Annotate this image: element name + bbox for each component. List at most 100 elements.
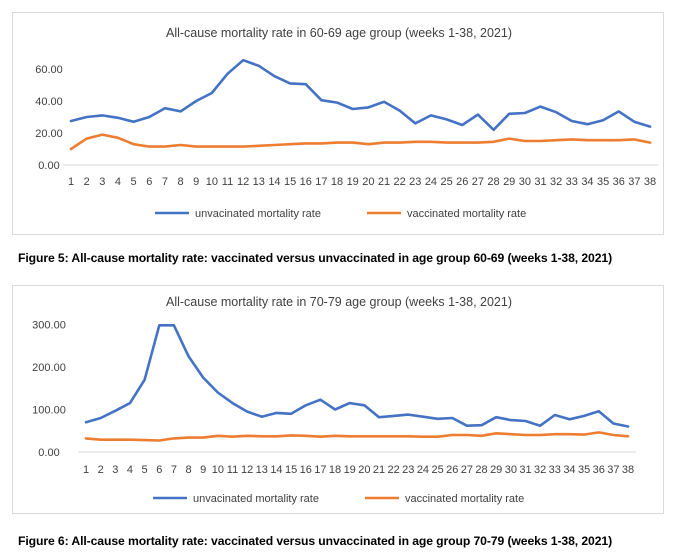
c1-x-tick-label: 14 bbox=[268, 176, 280, 188]
c1-title: All-cause mortality rate in 60-69 age gr… bbox=[166, 26, 512, 40]
c2-x-tick-label: 5 bbox=[142, 464, 148, 476]
c1-x-tick-label: 9 bbox=[193, 176, 199, 188]
c2-x-tick-label: 19 bbox=[344, 464, 356, 476]
c2-x-tick-label: 2 bbox=[98, 464, 104, 476]
c1-x-tick-label: 31 bbox=[534, 176, 546, 188]
c1-x-tick-label: 26 bbox=[456, 176, 468, 188]
c1-x-tick-label: 12 bbox=[237, 176, 249, 188]
c2-x-tick-label: 37 bbox=[607, 464, 619, 476]
c2-x-tick-label: 14 bbox=[270, 464, 282, 476]
c2-title: All-cause mortality rate in 70-79 age gr… bbox=[166, 295, 512, 309]
c1-x-tick-label: 11 bbox=[222, 176, 233, 188]
c2-x-tick-label: 21 bbox=[373, 464, 385, 476]
c2-x-tick-label: 9 bbox=[200, 464, 206, 476]
c2-y-tick-label: 100.00 bbox=[32, 405, 66, 417]
c1-x-tick-label: 23 bbox=[409, 176, 421, 188]
chart-60-69-svg: All-cause mortality rate in 60-69 age gr… bbox=[35, 26, 659, 220]
chart-70-79-svg: All-cause mortality rate in 70-79 age gr… bbox=[32, 295, 637, 505]
c1-y-tick-label: 60.00 bbox=[35, 64, 63, 76]
c1-x-tick-label: 34 bbox=[581, 176, 593, 188]
c1-x-tick-label: 15 bbox=[284, 176, 296, 188]
c2-legend-label-1: vaccinated mortality rate bbox=[405, 493, 524, 505]
c2-legend-label-0: unvacinated mortality rate bbox=[193, 493, 319, 505]
c2-x-tick-label: 38 bbox=[622, 464, 634, 476]
c2-x-tick-label: 1 bbox=[83, 464, 89, 476]
c2-y-tick-label: 0.00 bbox=[38, 447, 59, 459]
c1-x-tick-label: 17 bbox=[315, 176, 327, 188]
c2-x-tick-label: 23 bbox=[402, 464, 414, 476]
c2-x-tick-label: 24 bbox=[417, 464, 429, 476]
figure-5-caption: Figure 5: All-cause mortality rate: vacc… bbox=[18, 251, 613, 265]
c2-x-tick-label: 33 bbox=[549, 464, 561, 476]
chart-60-69: All-cause mortality rate in 60-69 age gr… bbox=[12, 12, 664, 235]
c2-x-tick-label: 11 bbox=[227, 464, 238, 476]
c1-x-tick-label: 37 bbox=[628, 176, 640, 188]
c2-x-tick-label: 31 bbox=[519, 464, 531, 476]
c2-x-tick-label: 36 bbox=[593, 464, 605, 476]
c1-x-tick-label: 30 bbox=[519, 176, 531, 188]
c1-x-tick-label: 10 bbox=[206, 176, 218, 188]
c1-x-tick-label: 13 bbox=[253, 176, 265, 188]
c2-x-tick-label: 13 bbox=[256, 464, 268, 476]
c2-x-tick-label: 12 bbox=[241, 464, 253, 476]
c1-x-tick-label: 29 bbox=[503, 176, 515, 188]
c1-x-tick-label: 20 bbox=[362, 176, 374, 188]
c1-x-tick-label: 1 bbox=[68, 176, 74, 188]
c1-x-tick-label: 32 bbox=[550, 176, 562, 188]
c1-x-tick-label: 33 bbox=[566, 176, 578, 188]
c2-x-tick-label: 25 bbox=[431, 464, 443, 476]
c1-x-tick-label: 38 bbox=[644, 176, 656, 188]
c2-x-tick-label: 34 bbox=[563, 464, 575, 476]
chart-70-79: All-cause mortality rate in 70-79 age gr… bbox=[12, 285, 664, 514]
c1-x-tick-label: 8 bbox=[177, 176, 183, 188]
c1-y-tick-label: 20.00 bbox=[35, 128, 63, 140]
c1-x-tick-label: 35 bbox=[597, 176, 609, 188]
c1-x-tick-label: 25 bbox=[440, 176, 452, 188]
c1-x-tick-label: 27 bbox=[472, 176, 484, 188]
c1-x-tick-label: 2 bbox=[84, 176, 90, 188]
c2-x-tick-label: 17 bbox=[314, 464, 326, 476]
c2-y-tick-label: 200.00 bbox=[32, 362, 66, 374]
c1-x-tick-label: 22 bbox=[394, 176, 406, 188]
c2-x-tick-label: 3 bbox=[112, 464, 118, 476]
c2-vaccinated-line bbox=[84, 431, 630, 442]
c1-y-tick-label: 40.00 bbox=[35, 96, 63, 108]
c1-x-tick-label: 7 bbox=[162, 176, 168, 188]
c2-x-tick-label: 27 bbox=[461, 464, 473, 476]
c2-x-tick-label: 35 bbox=[578, 464, 590, 476]
c2-x-tick-label: 28 bbox=[475, 464, 487, 476]
c2-x-tick-label: 15 bbox=[285, 464, 297, 476]
c2-x-tick-label: 26 bbox=[446, 464, 458, 476]
c2-x-tick-label: 8 bbox=[185, 464, 191, 476]
c2-x-tick-label: 10 bbox=[212, 464, 224, 476]
c2-x-tick-label: 30 bbox=[505, 464, 517, 476]
c2-y-tick-label: 300.00 bbox=[32, 320, 66, 332]
c2-x-tick-label: 32 bbox=[534, 464, 546, 476]
c2-x-tick-label: 16 bbox=[300, 464, 312, 476]
c1-x-tick-label: 21 bbox=[378, 176, 390, 188]
c1-x-tick-label: 24 bbox=[425, 176, 437, 188]
c2-x-tick-label: 6 bbox=[156, 464, 162, 476]
c1-x-tick-label: 6 bbox=[146, 176, 152, 188]
c1-x-tick-label: 18 bbox=[331, 176, 343, 188]
c1-x-tick-label: 19 bbox=[347, 176, 359, 188]
c1-x-tick-label: 3 bbox=[99, 176, 105, 188]
c1-vaccinated-line bbox=[69, 133, 652, 151]
c2-unvaccinated-line bbox=[84, 323, 630, 428]
c1-legend-label-0: unvacinated mortality rate bbox=[195, 208, 321, 220]
c1-legend-label-1: vaccinated mortality rate bbox=[407, 208, 526, 220]
c1-x-tick-label: 36 bbox=[613, 176, 625, 188]
c1-unvaccinated-line bbox=[69, 58, 652, 132]
c1-y-tick-label: 0.00 bbox=[38, 160, 59, 172]
c2-x-tick-label: 29 bbox=[490, 464, 502, 476]
c2-x-tick-label: 20 bbox=[358, 464, 370, 476]
c1-x-tick-label: 16 bbox=[300, 176, 312, 188]
c2-x-tick-label: 4 bbox=[127, 464, 133, 476]
c1-x-tick-label: 5 bbox=[131, 176, 137, 188]
c2-x-tick-label: 18 bbox=[329, 464, 341, 476]
c2-x-tick-label: 7 bbox=[171, 464, 177, 476]
c1-x-tick-label: 4 bbox=[115, 176, 121, 188]
c2-x-tick-label: 22 bbox=[388, 464, 400, 476]
figure-6-caption: Figure 6: All-cause mortality rate: vacc… bbox=[18, 534, 613, 548]
c1-x-tick-label: 28 bbox=[487, 176, 499, 188]
